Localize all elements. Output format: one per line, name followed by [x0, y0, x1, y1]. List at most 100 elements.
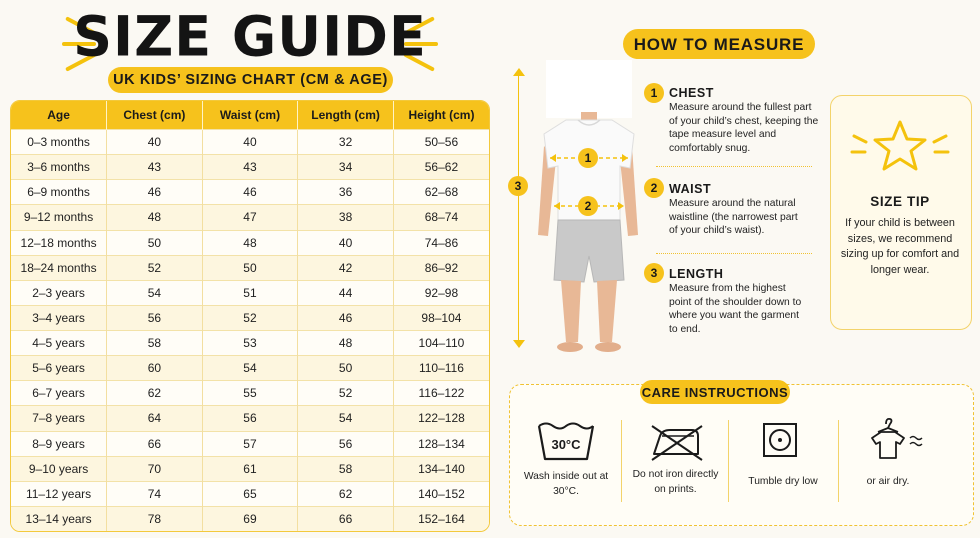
column-header-length: Length (cm) — [297, 101, 394, 130]
table-cell: 9–10 years — [11, 455, 108, 482]
table-cell: 47 — [202, 204, 299, 230]
table-cell: 11–12 years — [11, 480, 108, 507]
tumble-dry-low-icon — [763, 423, 797, 457]
size-tip-text: If your child is between sizes, we recom… — [840, 217, 960, 276]
table-cell: 61 — [202, 455, 299, 482]
table-cell: 43 — [106, 154, 203, 180]
table-cell: 40 — [297, 229, 394, 256]
table-row: 6–9 months 46 46 36 62–68 — [11, 179, 489, 205]
table-cell: 110–116 — [393, 355, 489, 381]
size-tip-card — [830, 95, 972, 330]
table-row: 13–14 years 78 69 66 152–164 — [11, 505, 489, 531]
size-table: Age Chest (cm) Waist (cm) Length (cm) Height… — [11, 101, 489, 531]
table-cell: 44 — [297, 279, 394, 306]
table-cell: 48 — [106, 204, 203, 230]
table-row: 0–3 months 40 40 32 50–56 — [11, 128, 489, 155]
column-header-waist: Waist (cm) — [202, 101, 299, 130]
table-cell: 12–18 months — [11, 229, 108, 256]
table-cell: 70 — [106, 455, 203, 482]
table-cell: 66 — [297, 505, 394, 531]
step-1-text: Measure around the fullest part of your … — [669, 102, 819, 154]
table-cell: 62–68 — [393, 179, 489, 205]
table-cell: 55 — [202, 380, 299, 406]
page-subtitle: UK KIDS’ SIZING CHART (CM & AGE) — [108, 67, 393, 93]
figure-marker-chest: 1 — [578, 148, 598, 168]
table-cell: 116–122 — [393, 380, 489, 406]
head-placeholder — [546, 60, 632, 118]
length-arrow-down-icon — [513, 340, 525, 348]
step-3-text: Measure from the highest point of the sh… — [669, 283, 802, 335]
table-cell: 50 — [106, 229, 203, 256]
star-icon — [850, 120, 950, 171]
table-row: 4–5 years 58 53 48 104–110 — [11, 329, 489, 356]
table-cell: 53 — [202, 329, 299, 356]
table-cell: 9–12 months — [11, 204, 108, 230]
table-row: 2–3 years 54 51 44 92–98 — [11, 279, 489, 306]
table-cell: 4–5 years — [11, 329, 108, 356]
table-cell: 7–8 years — [11, 405, 108, 431]
table-cell: 50 — [202, 254, 299, 281]
table-row: 9–12 months 48 47 38 68–74 — [11, 204, 489, 230]
table-row: 9–10 years 70 61 58 134–140 — [11, 455, 489, 482]
table-body: 0–3 months 40 40 32 50–56 3–6 months 43 43 34 56–… — [11, 128, 489, 531]
step-1-title: CHEST — [669, 86, 714, 100]
table-cell: 38 — [297, 204, 394, 230]
step-3-title: LENGTH — [669, 267, 724, 281]
table-cell: 3–6 months — [11, 154, 108, 180]
table-cell: 40 — [106, 128, 203, 155]
table-row: 7–8 years 64 56 54 122–128 — [11, 405, 489, 431]
how-to-measure-heading: HOW TO MEASURE — [623, 29, 815, 59]
figure-marker-length: 3 — [508, 176, 528, 196]
care-air-dry-text: or air dry. — [866, 476, 910, 487]
table-cell: 50 — [297, 355, 394, 381]
size-table-container: Age Chest (cm) Waist (cm) Length (cm) Height… — [10, 100, 490, 532]
table-cell: 6–9 months — [11, 179, 108, 205]
table-cell: 32 — [297, 128, 394, 155]
table-cell: 8–9 years — [11, 430, 108, 457]
column-header-age: Age — [11, 101, 108, 130]
table-cell: 5–6 years — [11, 355, 108, 381]
step-2-title: WAIST — [669, 182, 712, 196]
table-cell: 104–110 — [393, 329, 489, 356]
table-cell: 3–4 years — [11, 304, 108, 331]
table-row: 6–7 years 62 55 52 116–122 — [11, 380, 489, 406]
figure-marker-waist: 2 — [578, 196, 598, 216]
care-divider-2 — [728, 420, 729, 502]
page-title: SIZE GUIDE — [73, 4, 427, 69]
step-2-text: Measure around the natural waistline (th… — [669, 198, 798, 236]
table-cell: 40 — [202, 128, 299, 155]
table-cell: 57 — [202, 430, 299, 457]
table-row: 12–18 months 50 48 40 74–86 — [11, 229, 489, 256]
table-cell: 0–3 months — [11, 128, 108, 155]
table-row: 11–12 years 74 65 62 140–152 — [11, 480, 489, 507]
table-cell: 68–74 — [393, 204, 489, 230]
care-instructions-heading: CARE INSTRUCTIONS — [640, 380, 790, 404]
table-cell: 43 — [202, 154, 299, 180]
table-cell: 46 — [202, 179, 299, 205]
title-burst-left-2 — [62, 42, 96, 46]
care-wash-text: Wash inside out at 30°C. — [523, 471, 609, 497]
care-divider-3 — [838, 420, 839, 502]
table-cell: 46 — [297, 304, 394, 331]
table-cell: 56 — [202, 405, 299, 431]
table-cell: 62 — [106, 380, 203, 406]
care-tumble-text: Tumble dry low — [748, 476, 818, 487]
table-cell: 51 — [202, 279, 299, 306]
wash-30-icon: 30°C — [537, 422, 595, 461]
table-cell: 18–24 months — [11, 254, 108, 281]
table-row: 8–9 years 66 57 56 128–134 — [11, 430, 489, 457]
table-cell: 69 — [202, 505, 299, 531]
size-tip-title: SIZE TIP — [870, 194, 930, 209]
table-cell: 52 — [106, 254, 203, 281]
air-dry-icon — [871, 417, 923, 459]
table-cell: 122–128 — [393, 405, 489, 431]
step-divider-1 — [656, 166, 812, 167]
table-cell: 74–86 — [393, 229, 489, 256]
table-header-row: Age Chest (cm) Waist (cm) Length (cm) Height… — [11, 101, 489, 130]
table-row: 3–6 months 43 43 34 56–62 — [11, 154, 489, 180]
table-cell: 134–140 — [393, 455, 489, 482]
table-cell: 48 — [202, 229, 299, 256]
table-cell: 78 — [106, 505, 203, 531]
table-cell: 34 — [297, 154, 394, 180]
table-cell: 86–92 — [393, 254, 489, 281]
